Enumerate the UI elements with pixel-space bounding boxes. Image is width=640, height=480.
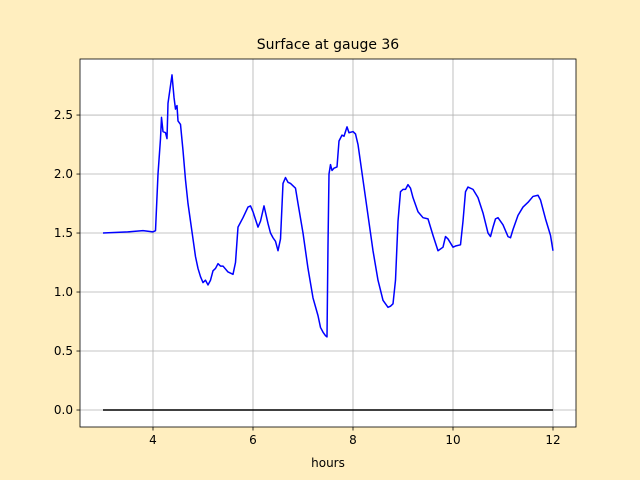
x-tick-label: 6 bbox=[249, 433, 257, 447]
axes-frame bbox=[79, 58, 577, 428]
y-tick-label: 1.0 bbox=[54, 285, 73, 299]
chart-title: Surface at gauge 36 bbox=[257, 37, 399, 53]
y-tick-label: 2.0 bbox=[54, 167, 73, 181]
x-tick-label: 12 bbox=[545, 433, 560, 447]
x-tick-label: 10 bbox=[445, 433, 460, 447]
y-tick-label: 0.0 bbox=[54, 403, 73, 417]
y-tick-label: 2.5 bbox=[54, 108, 73, 122]
y-tick-label: 0.5 bbox=[54, 344, 73, 358]
x-tick-label: 4 bbox=[149, 433, 157, 447]
x-axis-label: hours bbox=[311, 456, 345, 470]
x-tick-label: 8 bbox=[349, 433, 357, 447]
y-tick-label: 1.5 bbox=[54, 226, 73, 240]
data-line bbox=[102, 74, 554, 338]
